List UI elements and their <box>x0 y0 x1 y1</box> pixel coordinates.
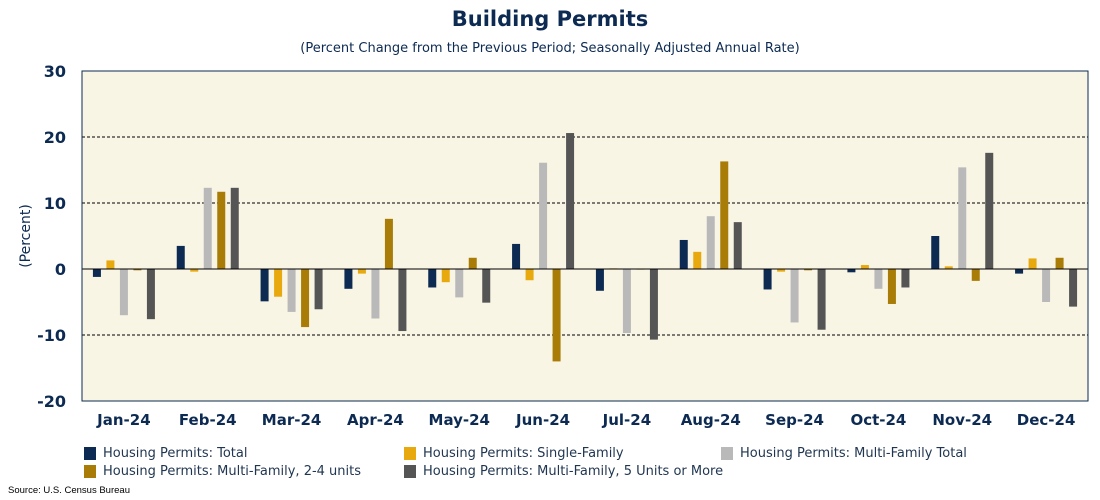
bar <box>733 222 742 269</box>
legend-item: Housing Permits: Multi-Family Total <box>721 446 967 461</box>
y-tick-label: -20 <box>37 392 66 411</box>
legend-label: Housing Permits: Single-Family <box>423 446 624 461</box>
bar <box>92 269 101 277</box>
bar <box>146 269 155 320</box>
bar <box>1055 257 1064 269</box>
bar <box>763 269 772 290</box>
y-tick-label: 30 <box>44 62 66 81</box>
bar <box>455 269 464 298</box>
bar <box>595 269 604 291</box>
legend-swatch <box>404 447 416 460</box>
bar <box>357 269 366 274</box>
bar <box>804 269 813 271</box>
x-tick-label: Nov-24 <box>932 411 992 429</box>
x-tick-label: May-24 <box>429 411 490 429</box>
bar <box>552 269 561 362</box>
bar <box>860 265 869 269</box>
bar <box>482 269 491 303</box>
bar <box>398 269 407 332</box>
bar-chart: 30 20 10 0 -10 -20 (Percent) Jan-24 Feb-24 Mar-24… <box>18 62 1089 429</box>
bar <box>190 269 199 272</box>
legend-label: Housing Permits: Multi-Family, 5 Units o… <box>423 464 724 479</box>
chart-subtitle: (Percent Change from the Previous Period… <box>300 41 800 56</box>
legend-item: Housing Permits: Multi-Family, 5 Units o… <box>404 464 723 479</box>
bar <box>525 269 534 281</box>
bar <box>344 269 353 289</box>
bar <box>260 269 269 302</box>
bar <box>887 269 896 304</box>
bar <box>133 269 142 271</box>
bar <box>931 236 940 269</box>
bar <box>1069 269 1078 307</box>
bar <box>384 218 393 269</box>
x-tick-label: Feb-24 <box>179 411 237 429</box>
bar <box>566 133 575 269</box>
bar <box>314 269 323 310</box>
bar <box>371 269 380 319</box>
chart-title: Building Permits <box>451 7 649 31</box>
plot-border <box>81 70 1089 402</box>
bar <box>468 257 477 269</box>
chart-legend: Housing Permits: Total Housing Permits: S… <box>84 446 1084 480</box>
y-tick-label: -10 <box>37 326 66 345</box>
legend-label: Housing Permits: Multi-Family, 2-4 units <box>103 464 362 479</box>
bar <box>901 269 910 288</box>
bar <box>971 269 980 281</box>
bar <box>1028 258 1037 269</box>
bar <box>720 161 729 269</box>
legend-swatch <box>404 465 416 478</box>
x-tick-label: Dec-24 <box>1017 411 1076 429</box>
bar <box>274 269 283 297</box>
x-tick-label: Mar-24 <box>262 411 322 429</box>
y-tick-label: 10 <box>44 194 66 213</box>
x-tick-label: Sep-24 <box>765 411 824 429</box>
bar <box>176 245 185 269</box>
bar <box>874 269 883 289</box>
x-tick-label: Apr-24 <box>347 411 404 429</box>
x-tick-label: Aug-24 <box>681 411 741 429</box>
legend-label: Housing Permits: Multi-Family Total <box>740 446 967 461</box>
bar <box>119 269 128 316</box>
bar <box>1015 269 1024 274</box>
bar <box>622 269 631 334</box>
y-tick-label: 0 <box>55 260 66 279</box>
plot-area <box>82 71 1088 401</box>
bar <box>106 260 115 269</box>
bar <box>217 191 226 269</box>
y-tick-label: 20 <box>44 128 66 147</box>
bar <box>706 216 715 269</box>
bar <box>539 162 548 269</box>
x-tick-label: Jul-24 <box>602 411 652 429</box>
y-axis-title: (Percent) <box>18 204 34 268</box>
x-tick-label: Oct-24 <box>850 411 906 429</box>
legend-item: Housing Permits: Multi-Family, 2-4 units <box>84 464 361 479</box>
bar <box>1042 269 1051 302</box>
x-tick-label: Jun-24 <box>515 411 570 429</box>
bar <box>985 152 994 269</box>
bar <box>428 269 437 288</box>
bar <box>287 269 296 312</box>
bar <box>693 251 702 269</box>
legend-item: Housing Permits: Single-Family <box>404 446 624 461</box>
bar <box>777 269 786 272</box>
bar <box>203 187 212 269</box>
bar <box>512 243 521 269</box>
legend-swatch <box>84 465 96 478</box>
source-note: Source: U.S. Census Bureau <box>8 485 130 496</box>
bar <box>649 269 658 340</box>
bar <box>230 187 239 269</box>
bar <box>679 239 688 269</box>
legend-swatch <box>721 447 733 460</box>
bar <box>441 269 450 283</box>
bar <box>847 269 856 273</box>
bar <box>944 266 953 269</box>
bar <box>958 167 967 269</box>
bar <box>301 269 310 328</box>
bar <box>817 269 826 330</box>
bar <box>790 269 799 323</box>
legend-label: Housing Permits: Total <box>103 446 248 461</box>
legend-item: Housing Permits: Total <box>84 446 248 461</box>
x-tick-label: Jan-24 <box>96 411 150 429</box>
legend-swatch <box>84 447 96 460</box>
